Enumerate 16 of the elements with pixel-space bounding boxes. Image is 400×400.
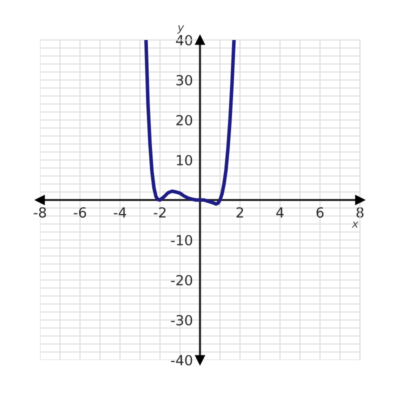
x-tick-label: -2 xyxy=(154,207,166,218)
x-tick-label: 4 xyxy=(276,207,284,218)
x-axis-title: x xyxy=(352,222,359,228)
y-tick-label: 20 xyxy=(176,114,192,126)
x-tick-label: -4 xyxy=(114,207,126,218)
y-tick-label: -40 xyxy=(171,354,192,366)
x-tick-label: 2 xyxy=(236,207,244,218)
y-tick-label: -20 xyxy=(171,274,192,286)
y-tick-label: 30 xyxy=(176,74,192,86)
x-tick-label: -8 xyxy=(34,207,46,218)
y-axis-title: y xyxy=(177,25,184,34)
x-tick-label: 6 xyxy=(316,207,324,218)
y-tick-label: -30 xyxy=(171,314,192,326)
y-tick-label: 10 xyxy=(176,154,192,166)
x-tick-label: -6 xyxy=(74,207,86,218)
y-tick-label: -10 xyxy=(171,234,192,246)
